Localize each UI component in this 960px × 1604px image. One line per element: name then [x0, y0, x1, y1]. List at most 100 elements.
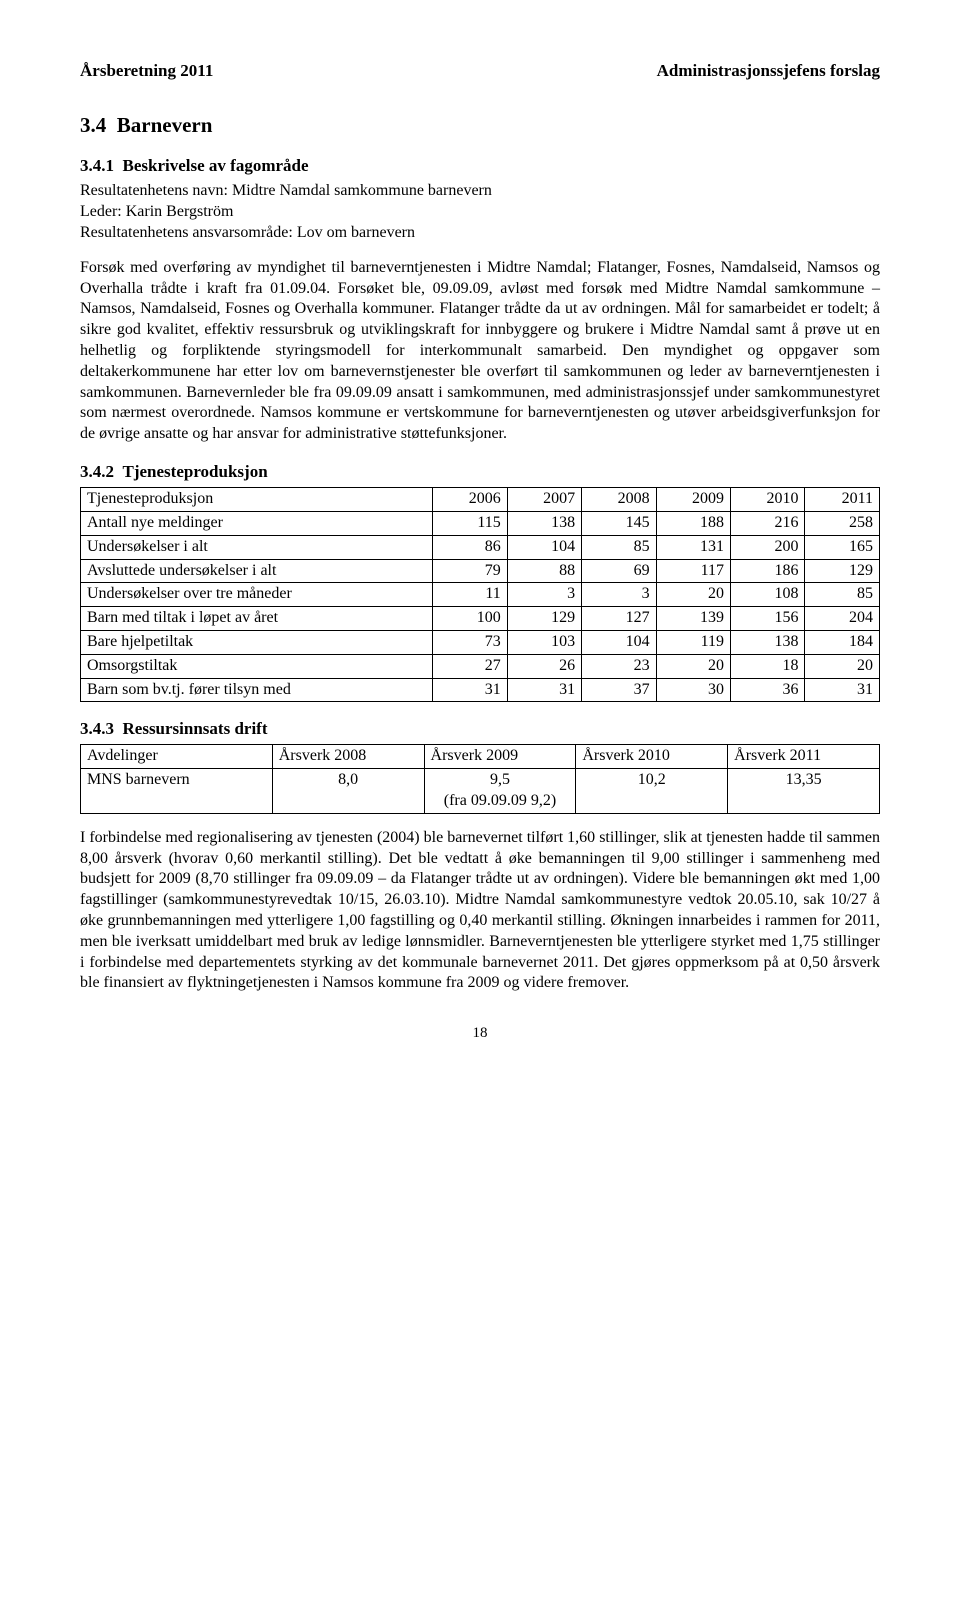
table-cell: Omsorgstiltak	[81, 654, 433, 678]
table-cell: 85	[582, 535, 656, 559]
table-header-cell: 2011	[805, 488, 880, 512]
table-cell: 115	[433, 511, 507, 535]
table-cell: 11	[433, 583, 507, 607]
table-cell: 86	[433, 535, 507, 559]
table-header-cell: 2008	[582, 488, 656, 512]
table-cell: 145	[582, 511, 656, 535]
table-cell: 104	[582, 630, 656, 654]
subsection-3-name: Ressursinnsats drift	[123, 719, 268, 738]
sub1-line1: Resultatenhetens navn: Midtre Namdal sam…	[80, 182, 492, 199]
table-row: Barn med tiltak i løpet av året100129127…	[81, 607, 880, 631]
section-name: Barnevern	[117, 113, 213, 137]
table-header-cell: 2007	[507, 488, 581, 512]
ressursinnsats-table: AvdelingerÅrsverk 2008Årsverk 2009Årsver…	[80, 744, 880, 813]
table-row: Barn som bv.tj. fører tilsyn med31313730…	[81, 678, 880, 702]
subsection-1-number: 3.4.1	[80, 156, 114, 175]
table-cell: Barn med tiltak i løpet av året	[81, 607, 433, 631]
tjenesteproduksjon-table: Tjenesteproduksjon2006200720082009201020…	[80, 487, 880, 702]
table-cell: 117	[656, 559, 730, 583]
table-cell: 20	[656, 583, 730, 607]
table-row: MNS barnevern8,09,5(fra 09.09.09 9,2)10,…	[81, 769, 880, 814]
table-cell: MNS barnevern	[81, 769, 273, 814]
table-cell: 103	[507, 630, 581, 654]
table-row: Undersøkelser over tre måneder1133201088…	[81, 583, 880, 607]
table-cell: 127	[582, 607, 656, 631]
table-cell: 88	[507, 559, 581, 583]
table-cell: 79	[433, 559, 507, 583]
table-cell: 204	[805, 607, 880, 631]
sub1-intro: Resultatenhetens navn: Midtre Namdal sam…	[80, 181, 880, 243]
page-header: Årsberetning 2011 Administrasjonssjefens…	[80, 60, 880, 82]
header-left: Årsberetning 2011	[80, 60, 213, 82]
table-header-cell: Tjenesteproduksjon	[81, 488, 433, 512]
table-cell: 184	[805, 630, 880, 654]
table-cell: 188	[656, 511, 730, 535]
table-cell: Barn som bv.tj. fører tilsyn med	[81, 678, 433, 702]
table-cell: 100	[433, 607, 507, 631]
table-cell: 30	[656, 678, 730, 702]
table-cell: 104	[507, 535, 581, 559]
table-header-cell: 2006	[433, 488, 507, 512]
table-cell: Avsluttede undersøkelser i alt	[81, 559, 433, 583]
table-cell: 85	[805, 583, 880, 607]
table-header-row: AvdelingerÅrsverk 2008Årsverk 2009Årsver…	[81, 745, 880, 769]
table-cell: 13,35	[728, 769, 880, 814]
table-row: Bare hjelpetiltak73103104119138184	[81, 630, 880, 654]
table-cell: 9,5(fra 09.09.09 9,2)	[424, 769, 576, 814]
table-cell: 20	[805, 654, 880, 678]
table-header-row: Tjenesteproduksjon2006200720082009201020…	[81, 488, 880, 512]
table-cell: 23	[582, 654, 656, 678]
table-cell: 20	[656, 654, 730, 678]
subsection-1-name: Beskrivelse av fagområde	[123, 156, 309, 175]
table-cell: 10,2	[576, 769, 728, 814]
sub1-line2: Leder: Karin Bergström	[80, 203, 233, 220]
subsection-2-title: 3.4.2 Tjenesteproduksjon	[80, 461, 880, 483]
header-right: Administrasjonssjefens forslag	[657, 60, 880, 82]
table-cell: 37	[582, 678, 656, 702]
table-cell: 129	[805, 559, 880, 583]
table-cell: 31	[433, 678, 507, 702]
table-cell: 108	[731, 583, 805, 607]
table-cell: 69	[582, 559, 656, 583]
table-cell: 8,0	[272, 769, 424, 814]
table-cell: Undersøkelser over tre måneder	[81, 583, 433, 607]
table-header-cell: Årsverk 2011	[728, 745, 880, 769]
subsection-2-name: Tjenesteproduksjon	[123, 462, 268, 481]
table-cell: 186	[731, 559, 805, 583]
table-cell: 73	[433, 630, 507, 654]
subsection-1-title: 3.4.1 Beskrivelse av fagområde	[80, 155, 880, 177]
table-cell: 3	[507, 583, 581, 607]
section-title: 3.4 Barnevern	[80, 112, 880, 139]
table-cell: 119	[656, 630, 730, 654]
table-row: Avsluttede undersøkelser i alt7988691171…	[81, 559, 880, 583]
table-cell: 156	[731, 607, 805, 631]
table-cell: 138	[507, 511, 581, 535]
sub1-line3: Resultatenhetens ansvarsområde: Lov om b…	[80, 224, 415, 241]
table-cell: 138	[731, 630, 805, 654]
table-cell: Antall nye meldinger	[81, 511, 433, 535]
table-cell: Bare hjelpetiltak	[81, 630, 433, 654]
table-header-cell: Årsverk 2008	[272, 745, 424, 769]
table-cell: 216	[731, 511, 805, 535]
table-header-cell: 2009	[656, 488, 730, 512]
table-cell: 27	[433, 654, 507, 678]
table-row: Omsorgstiltak272623201820	[81, 654, 880, 678]
table-cell: 200	[731, 535, 805, 559]
table-cell: 31	[805, 678, 880, 702]
section-number: 3.4	[80, 113, 106, 137]
table-cell: 129	[507, 607, 581, 631]
table-cell: 165	[805, 535, 880, 559]
table-cell: 3	[582, 583, 656, 607]
table-cell: 18	[731, 654, 805, 678]
subsection-3-number: 3.4.3	[80, 719, 114, 738]
table-header-cell: 2010	[731, 488, 805, 512]
table-header-cell: Årsverk 2010	[576, 745, 728, 769]
table-row: Undersøkelser i alt8610485131200165	[81, 535, 880, 559]
table-header-cell: Årsverk 2009	[424, 745, 576, 769]
table-cell: 26	[507, 654, 581, 678]
table-cell: 36	[731, 678, 805, 702]
sub3-body: I forbindelse med regionalisering av tje…	[80, 828, 880, 994]
table-row: Antall nye meldinger115138145188216258	[81, 511, 880, 535]
sub1-body: Forsøk med overføring av myndighet til b…	[80, 258, 880, 445]
table-cell: 131	[656, 535, 730, 559]
